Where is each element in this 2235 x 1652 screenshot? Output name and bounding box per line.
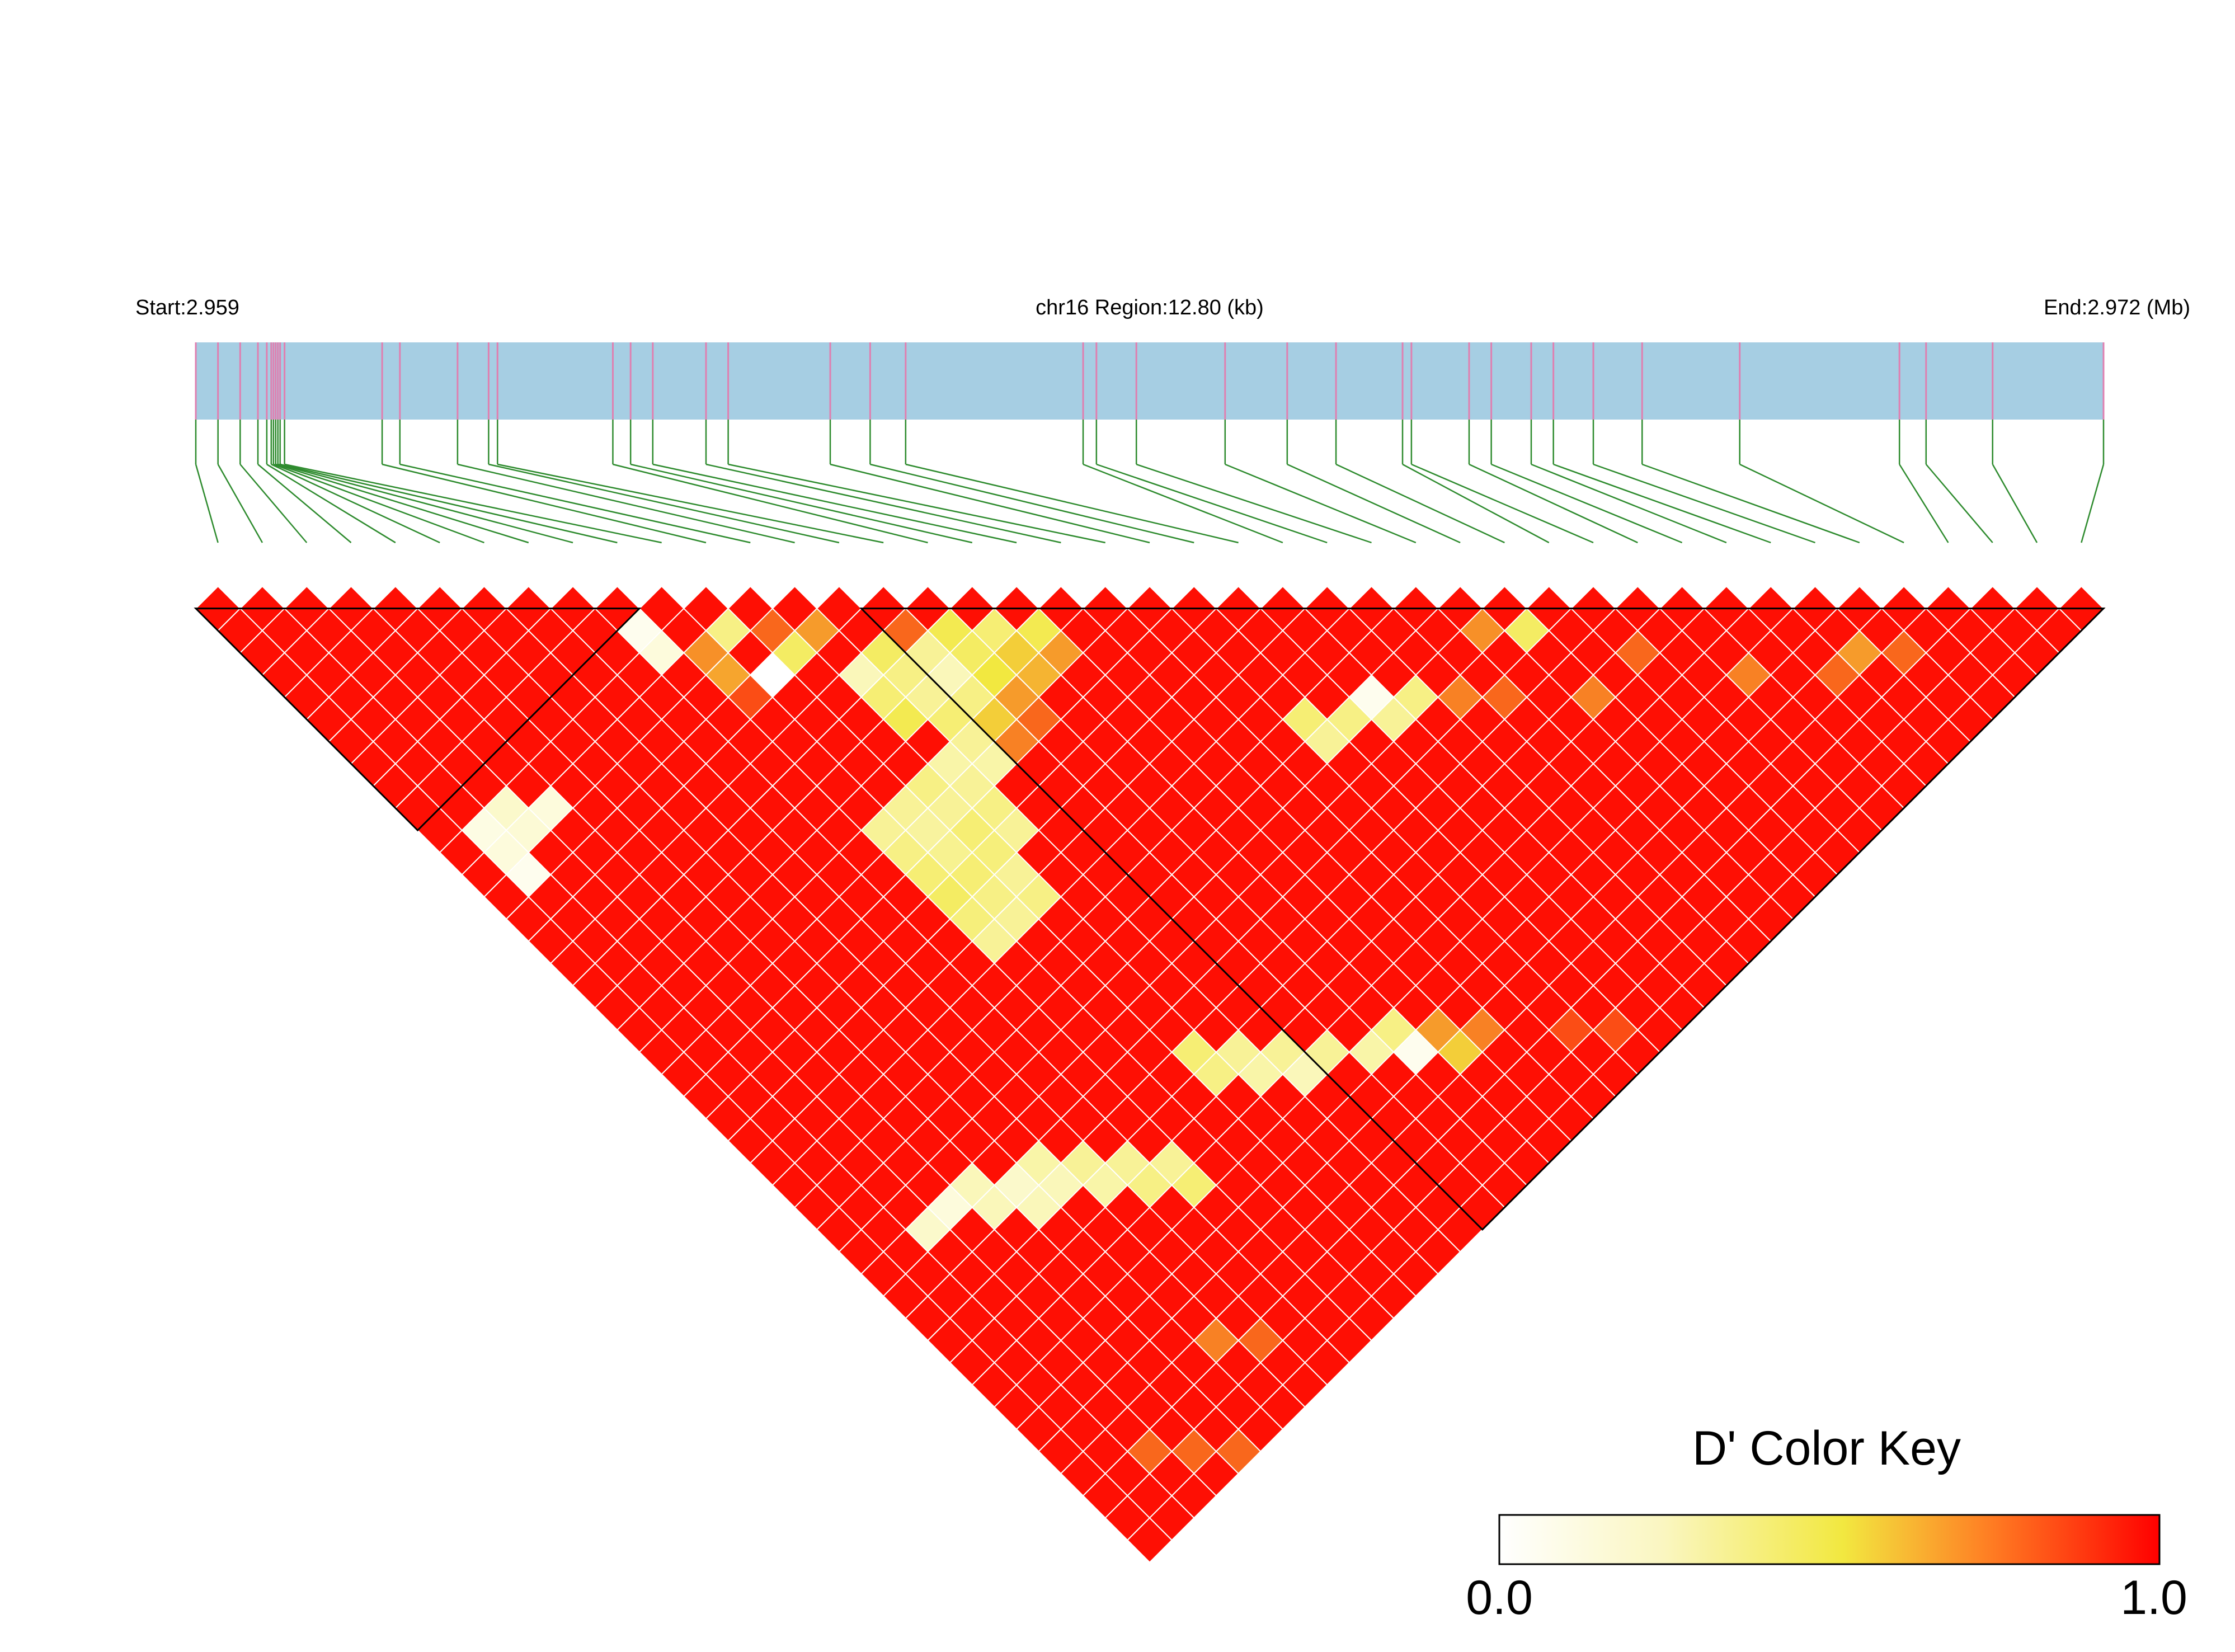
snp-connector-line [1083, 463, 1283, 544]
ld-cell-group [195, 585, 2105, 1564]
snp-connector-line [1287, 463, 1461, 544]
color-key-title: D' Color Key [1692, 1422, 1961, 1475]
snp-connector-line [271, 463, 440, 544]
snp-connector-line [613, 463, 928, 544]
snp-tick-group [195, 342, 2105, 420]
snp-connector-line [1402, 463, 1550, 544]
snp-connector-line [1641, 463, 1860, 544]
snp-connector-line [280, 463, 618, 544]
snp-connector-line [728, 463, 1105, 544]
snp-connector-line [1553, 463, 1771, 544]
snp-connector-line [1491, 463, 1683, 544]
snp-connector-line [1335, 463, 1505, 544]
snp-connector-line [1925, 464, 1993, 543]
snp-connector-line [277, 463, 573, 544]
snp-connector-line [239, 464, 308, 543]
snp-connector-line [382, 463, 707, 544]
snp-connector-line [1992, 464, 2038, 543]
snp-connector-line [497, 463, 884, 544]
region-end-label: End:2.972 (Mb) [2044, 296, 2190, 319]
snp-connector-line [273, 463, 484, 544]
snp-connector-line [1225, 463, 1417, 544]
haplotype-block-outline [859, 608, 2106, 1231]
snp-connector-line [1469, 463, 1638, 544]
snp-connector-line [905, 463, 1239, 544]
snp-connector-line [1739, 463, 1904, 544]
color-key-gradient-bar [1498, 1514, 2161, 1565]
haplotype-block-outline [194, 608, 642, 832]
snp-connector-group [195, 420, 2105, 544]
color-key-max-label: 1.0 [2120, 1571, 2187, 1625]
snp-connector-line [399, 463, 751, 544]
snp-connector-line [1411, 463, 1594, 544]
snp-connector-line [652, 463, 1017, 544]
snp-connector-line [257, 464, 352, 543]
snp-connector-line [1136, 463, 1372, 544]
color-key-legend: D' Color Key 0.0 1.0 [1466, 1422, 2187, 1625]
snp-connector-line [705, 463, 1061, 544]
snp-connector-line [217, 464, 264, 543]
region-title-label: chr16 Region:12.80 (kb) [1036, 296, 1264, 319]
snp-connector-line [2081, 464, 2105, 543]
snp-connector-line [830, 463, 1150, 544]
snp-connector-line [457, 463, 795, 544]
snp-connector-line [284, 463, 662, 544]
snp-position-track [196, 342, 2104, 420]
snp-connector-line [1899, 464, 1949, 543]
snp-connector-line [275, 463, 529, 544]
snp-connector-line [870, 463, 1194, 544]
haplotype-block-group [194, 608, 2106, 1231]
region-start-label: Start:2.959 [135, 296, 239, 319]
color-key-min-label: 0.0 [1466, 1571, 1533, 1625]
snp-connector-line [1593, 463, 1815, 544]
snp-connector-line [195, 464, 219, 543]
snp-connector-line [266, 463, 396, 544]
snp-connector-line [630, 463, 973, 544]
snp-connector-line [1531, 463, 1727, 544]
snp-connector-line [1096, 463, 1328, 544]
snp-connector-line [488, 463, 840, 544]
